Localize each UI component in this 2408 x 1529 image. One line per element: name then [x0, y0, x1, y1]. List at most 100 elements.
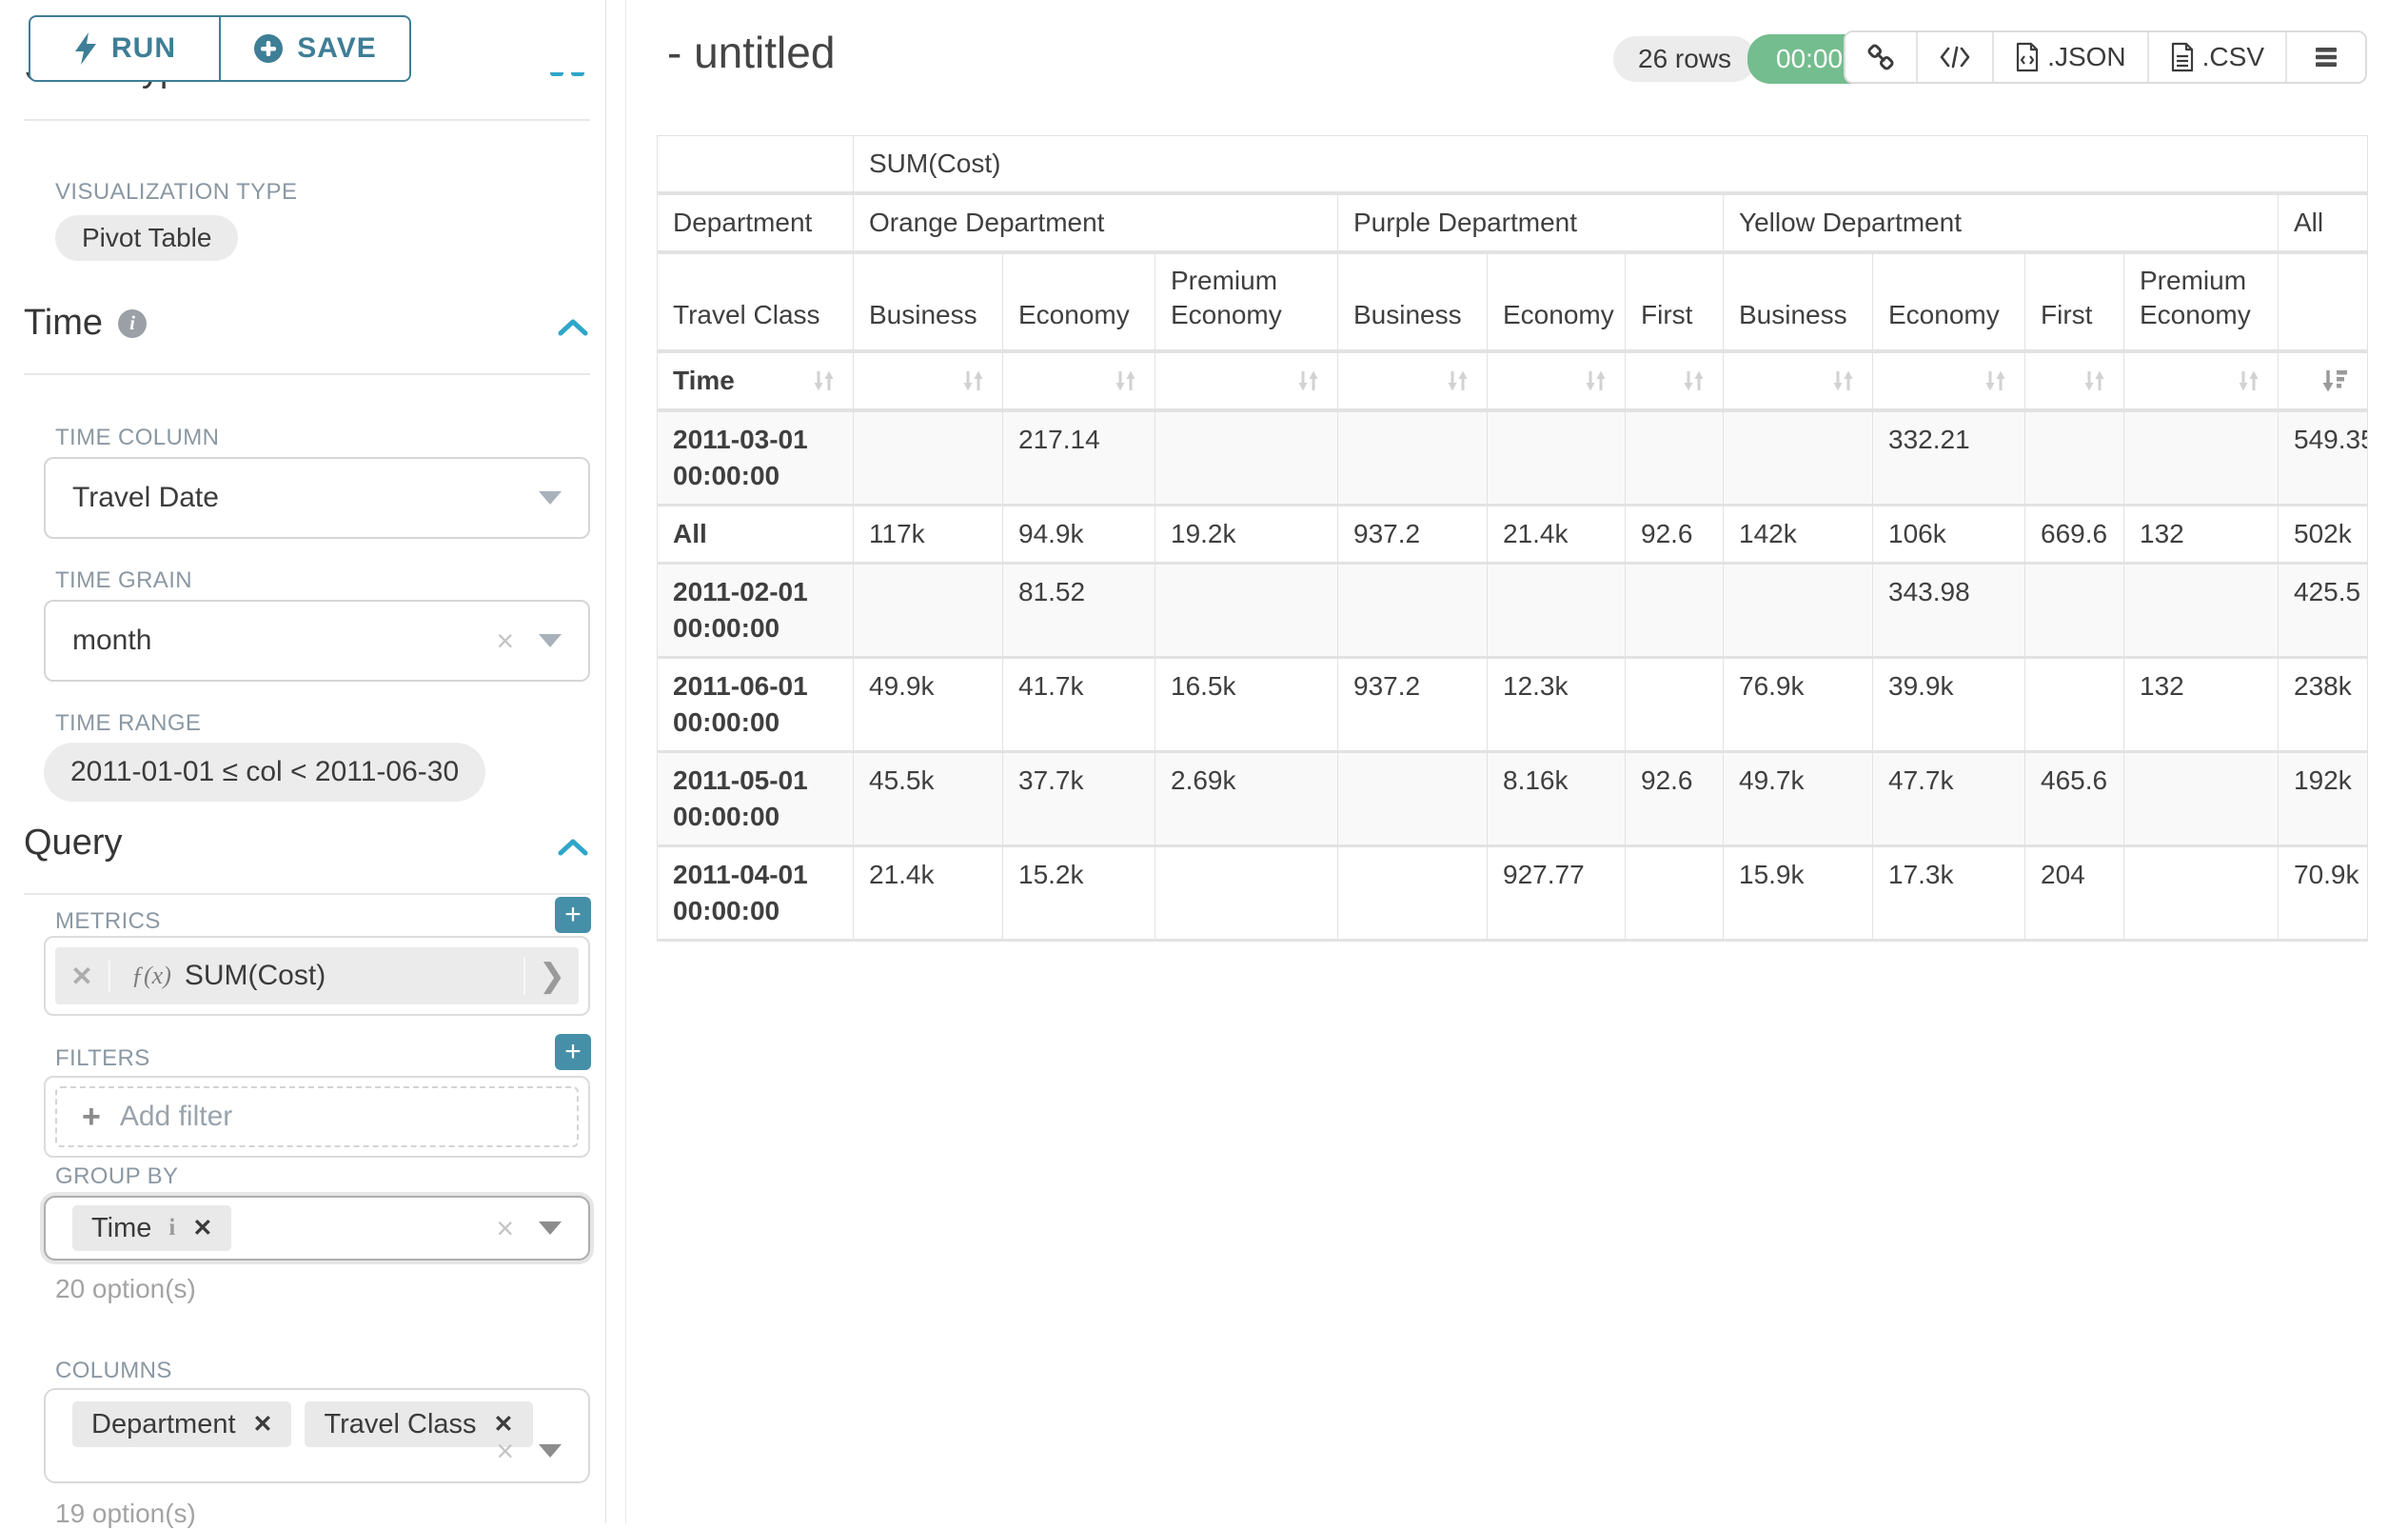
- metric-header: SUM(Cost): [852, 135, 2369, 195]
- export-json-button[interactable]: .JSON: [1994, 32, 2149, 82]
- pivot-cell: [2123, 751, 2279, 847]
- sort-icon: [2239, 370, 2259, 391]
- pivot-cell: 132: [2123, 657, 2279, 753]
- sort-icon: [1115, 370, 1135, 391]
- sortable-column-header[interactable]: [1155, 350, 1338, 412]
- info-icon: i: [168, 1215, 176, 1241]
- clear-icon[interactable]: ×: [496, 624, 514, 658]
- menu-icon: [2316, 48, 2337, 67]
- pivot-cell: [1155, 409, 1338, 506]
- sortable-column-header[interactable]: [2123, 350, 2279, 412]
- sortable-column-header[interactable]: [1625, 350, 1724, 412]
- chart-menu-button[interactable]: [2287, 32, 2365, 82]
- run-button[interactable]: RUN: [29, 15, 220, 82]
- remove-chip-icon[interactable]: ✕: [252, 1411, 273, 1438]
- pivot-cell: 106k: [1872, 505, 2025, 565]
- copy-link-button[interactable]: [1845, 32, 1919, 82]
- pivot-cell: 343.98: [1872, 563, 2025, 659]
- bolt-icon: [75, 32, 96, 65]
- pivot-cell: 45.5k: [853, 751, 1003, 847]
- time-range-chip[interactable]: 2011-01-01 ≤ col < 2011-06-30: [44, 743, 486, 802]
- sortable-column-header[interactable]: [853, 350, 1003, 412]
- pivot-row: 2011-04-01 00:00:00 21.4k 15.2k 927.77 15.9k…: [657, 845, 2369, 942]
- export-csv-button[interactable]: .CSV: [2148, 32, 2287, 82]
- row-axis-subheader: Travel Class: [657, 251, 854, 353]
- visualization-type-label: VISUALIZATION TYPE: [55, 179, 298, 205]
- sort-desc-icon: [2322, 370, 2348, 392]
- sortable-column-header[interactable]: [1872, 350, 2025, 412]
- chevron-up-icon: [571, 69, 584, 76]
- add-filter-plus-button[interactable]: +: [555, 1034, 591, 1070]
- chevron-right-icon[interactable]: ❯: [523, 957, 579, 995]
- view-query-button[interactable]: [1918, 32, 1995, 82]
- sort-icon: [814, 370, 834, 391]
- collapse-time-section-icon[interactable]: [557, 316, 589, 339]
- pivot-cell: [1487, 409, 1626, 506]
- code-icon: [1940, 46, 1970, 69]
- sortable-column-header[interactable]: [1723, 350, 1873, 412]
- columns-chip: Department ✕: [72, 1401, 292, 1447]
- pivot-cell: [853, 563, 1003, 659]
- sortable-column-header[interactable]: [2277, 350, 2369, 412]
- divider: [24, 373, 590, 375]
- time-grain-select[interactable]: month ×: [44, 600, 590, 682]
- columns-label: COLUMNS: [55, 1358, 172, 1383]
- group-by-chip: Time i ✕: [72, 1205, 232, 1251]
- metric-pill[interactable]: ✕ ƒ(x) SUM(Cost) ❯: [55, 947, 579, 1004]
- pivot-row-label: 2011-06-01 00:00:00: [657, 657, 854, 753]
- pivot-cell: [1155, 563, 1338, 659]
- remove-chip-icon[interactable]: ✕: [493, 1411, 514, 1438]
- pivot-cell: 94.9k: [1002, 505, 1155, 565]
- metrics-box: ✕ ƒ(x) SUM(Cost) ❯: [44, 936, 590, 1016]
- sortable-column-header[interactable]: [2024, 350, 2124, 412]
- pivot-cell: 19.2k: [1155, 505, 1338, 565]
- column-header: Economy: [1487, 251, 1626, 353]
- time-range-label: TIME RANGE: [55, 710, 202, 736]
- viz-type-chip[interactable]: Pivot Table: [55, 215, 239, 261]
- row-count-badge: 26 rows: [1613, 36, 1757, 82]
- sortable-column-header[interactable]: [1002, 350, 1155, 412]
- pivot-table-container: SUM(Cost) Department Orange Department Purp…: [657, 135, 2369, 942]
- pivot-cell: 15.2k: [1002, 845, 1155, 942]
- remove-chip-icon[interactable]: ✕: [192, 1215, 213, 1241]
- time-column-select[interactable]: Travel Date: [44, 457, 590, 539]
- pivot-cell: 70.9k: [2277, 845, 2369, 942]
- group-by-option-count: 20 option(s): [55, 1274, 196, 1303]
- pivot-cell: 2.69k: [1155, 751, 1338, 847]
- pivot-cell: 12.3k: [1487, 657, 1626, 753]
- clear-icon[interactable]: ×: [496, 1211, 514, 1245]
- column-header: Premium Economy: [2123, 251, 2279, 353]
- pivot-cell: 41.7k: [1002, 657, 1155, 753]
- sortable-column-header[interactable]: Time: [657, 350, 854, 412]
- query-section-title: Query: [24, 823, 123, 863]
- save-button[interactable]: SAVE: [220, 15, 411, 82]
- pivot-cell: 15.9k: [1723, 845, 1873, 942]
- pivot-row: 2011-03-01 00:00:00 217.14 332.21 549.35: [657, 409, 2369, 506]
- pivot-cell: [1625, 845, 1724, 942]
- pivot-row-label: 2011-03-01 00:00:00: [657, 409, 854, 506]
- pivot-corner-cell: [657, 135, 854, 195]
- row-axis-header: Department: [657, 192, 854, 254]
- clear-icon[interactable]: ×: [496, 1434, 514, 1468]
- function-icon: ƒ(x): [131, 962, 171, 989]
- sortable-column-header[interactable]: [1337, 350, 1488, 412]
- remove-metric-icon[interactable]: ✕: [55, 960, 110, 992]
- pivot-cell: [1155, 845, 1338, 942]
- group-by-select[interactable]: Time i ✕ ×: [44, 1196, 590, 1261]
- columns-select[interactable]: Department ✕ Travel Class ✕ ×: [44, 1388, 590, 1483]
- add-metric-button[interactable]: +: [555, 897, 591, 933]
- sortable-column-header[interactable]: [1487, 350, 1626, 412]
- time-grain-label: TIME GRAIN: [55, 567, 193, 593]
- pivot-cell: 937.2: [1337, 657, 1488, 753]
- collapse-query-section-icon[interactable]: [557, 836, 589, 859]
- pivot-cell: 192k: [2277, 751, 2369, 847]
- pivot-cell: [1337, 845, 1488, 942]
- add-filter-button[interactable]: + Add filter: [55, 1086, 579, 1147]
- csv-file-icon: [2171, 42, 2193, 72]
- pivot-cell: 17.3k: [1872, 845, 2025, 942]
- pivot-cell: [1337, 751, 1488, 847]
- link-icon: [1867, 44, 1894, 70]
- sort-icon: [1985, 370, 2005, 391]
- pivot-cell: [1625, 657, 1724, 753]
- column-group-header: Purple Department: [1337, 192, 1724, 254]
